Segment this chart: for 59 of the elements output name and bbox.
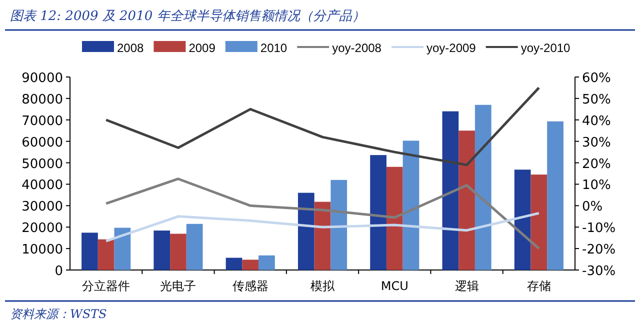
chart-title: 图表 12: 2009 及 2010 年全球半导体销售额情况（分产品） (10, 9, 365, 24)
bar (370, 155, 386, 270)
line-series (104, 212, 540, 242)
y-tick-label: 60000 (22, 135, 63, 150)
legend-label: yoy-2009 (426, 41, 476, 55)
bar (298, 192, 314, 270)
text: 资料来源：WSTS (10, 307, 107, 321)
y-tick-label: 90000 (22, 71, 63, 86)
bar (154, 230, 170, 270)
x-tick-label: 分立器件 (82, 279, 130, 293)
y2-tick-label: 40% (582, 114, 611, 129)
y2-tick-label: -30% (582, 264, 616, 279)
legend-label: 2010 (260, 41, 288, 55)
bar (114, 228, 131, 270)
bar (242, 260, 259, 270)
bar (170, 234, 186, 270)
bar (547, 121, 564, 270)
y2-tick-label: 0% (582, 200, 603, 215)
y-tick-label: 80000 (22, 92, 63, 108)
x-tick-label: MCU (380, 279, 408, 293)
x-tick-label: 模拟 (310, 279, 336, 293)
legend-label: yoy-2008 (332, 41, 382, 55)
y-tick-label: 20000 (22, 221, 63, 236)
y2-tick-label: 30% (582, 135, 611, 150)
y2-tick-label: 20% (582, 156, 611, 172)
x-tick-label: 存储 (526, 279, 551, 293)
y2-tick-label: -10% (582, 221, 616, 236)
y-tick-label: 70000 (22, 114, 63, 129)
y2-tick-label: 50% (582, 92, 611, 108)
y2-tick-label: 10% (582, 178, 611, 194)
legend-label: 2009 (188, 41, 216, 55)
y-tick-label: 10000 (22, 242, 63, 258)
x-tick-label: 光电子 (160, 279, 196, 293)
y-tick-label: 40000 (22, 178, 63, 194)
bar (514, 170, 531, 270)
x-tick-label: 传感器 (232, 279, 268, 293)
y-tick-label: 30000 (22, 200, 63, 215)
bar (474, 104, 492, 270)
y-tick-label: 50000 (22, 156, 63, 172)
bar (330, 180, 348, 270)
bar (442, 111, 459, 270)
bar (186, 224, 203, 270)
line-series (104, 178, 540, 250)
legend-label: 2008 (117, 41, 144, 55)
bar (386, 166, 403, 270)
y2-tick-label: 60% (582, 71, 611, 86)
legend-label: yoy-2010 (520, 41, 571, 55)
bar (82, 232, 98, 270)
bar (458, 130, 475, 270)
bar (258, 255, 275, 270)
bar (402, 140, 420, 270)
bar (98, 239, 114, 270)
x-tick-label: 逻辑 (454, 279, 479, 293)
y-tick-label: 0 (54, 264, 63, 279)
y2-tick-label: -20% (582, 242, 616, 258)
bar (226, 258, 242, 270)
bar (314, 202, 331, 270)
bar (530, 174, 548, 270)
line-series (104, 86, 540, 166)
